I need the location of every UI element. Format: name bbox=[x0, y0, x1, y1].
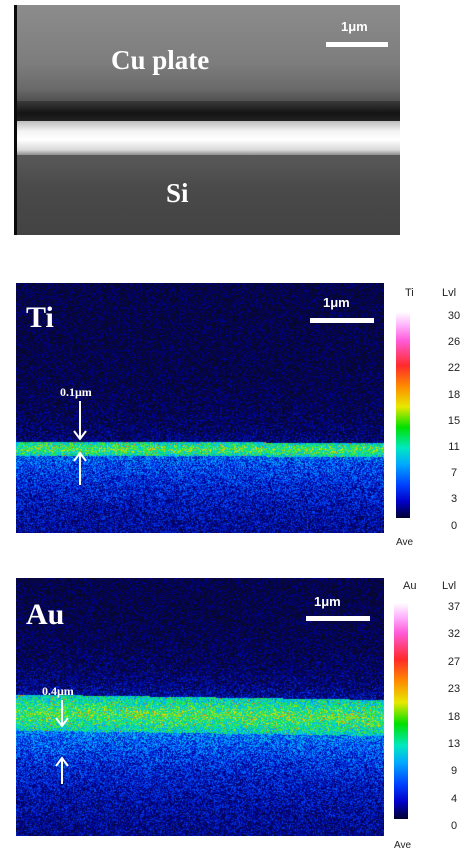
ti-level-5: 11 bbox=[448, 441, 460, 453]
au-level-5: 13 bbox=[447, 738, 461, 750]
ti-element-label: Ti bbox=[26, 301, 54, 334]
ti-thickness-label: 0.1μm bbox=[60, 385, 92, 399]
ti-level-1: 26 bbox=[447, 336, 461, 349]
au-level-4: 18 bbox=[447, 710, 461, 723]
sem-cross-section-image: Cu plate Si 1μm bbox=[14, 5, 400, 235]
au-level-2: 27 bbox=[447, 655, 461, 668]
au-level-8: 0 bbox=[450, 820, 458, 833]
au-element-label: Au bbox=[26, 598, 65, 631]
cu-plate-label: Cu plate bbox=[111, 45, 210, 75]
ti-level-7: 3 bbox=[450, 493, 458, 506]
au-map-canvas bbox=[16, 578, 384, 836]
ti-level-title: Lvl bbox=[442, 287, 457, 299]
au-scale-bar bbox=[306, 616, 370, 621]
ti-scale-bar bbox=[310, 318, 374, 323]
au-eds-map: Au 1μm 0.4μm bbox=[16, 578, 384, 836]
ti-thickness-arrows-icon bbox=[73, 401, 87, 485]
au-level-7: 4 bbox=[450, 792, 458, 805]
ti-eds-map: Ti 1μm 0.1μm bbox=[16, 283, 384, 533]
si-label: Si bbox=[166, 178, 189, 208]
au-colorbar-gradient bbox=[394, 603, 408, 819]
si-substrate-layer bbox=[14, 155, 400, 235]
interface-bright-layer bbox=[14, 121, 400, 155]
au-level-6: 9 bbox=[450, 765, 458, 778]
au-thickness-arrows-icon bbox=[55, 700, 69, 784]
au-level-1: 32 bbox=[447, 628, 461, 641]
ti-ave-label: Ave bbox=[396, 537, 414, 548]
au-scale-label: 1μm bbox=[314, 594, 341, 609]
ti-colorbar-gradient bbox=[396, 312, 410, 518]
au-ave-label: Ave bbox=[394, 840, 412, 851]
ti-level-6: 7 bbox=[450, 467, 458, 480]
ti-level-2: 22 bbox=[447, 362, 461, 375]
au-level-title: Lvl bbox=[442, 580, 457, 592]
au-level-3: 23 bbox=[447, 683, 461, 696]
ti-scale-label: 1μm bbox=[323, 295, 350, 310]
ti-colorbar-title: Ti bbox=[405, 287, 414, 299]
sem-scale-label: 1μm bbox=[341, 19, 368, 34]
image-left-edge bbox=[14, 5, 17, 235]
au-level-0: 37 bbox=[447, 601, 461, 613]
cu-plate-layer bbox=[14, 5, 400, 110]
sem-scale-bar bbox=[326, 42, 388, 47]
ti-map-canvas bbox=[16, 283, 384, 533]
ti-level-8: 0 bbox=[450, 519, 458, 532]
au-thickness-label: 0.4μm bbox=[42, 684, 74, 698]
ti-level-3: 18 bbox=[447, 388, 461, 401]
ti-level-0: 30 bbox=[447, 310, 461, 322]
ti-level-4: 15 bbox=[447, 414, 461, 427]
interface-dark-layer bbox=[14, 101, 400, 123]
au-colorbar-title: Au bbox=[403, 580, 417, 592]
